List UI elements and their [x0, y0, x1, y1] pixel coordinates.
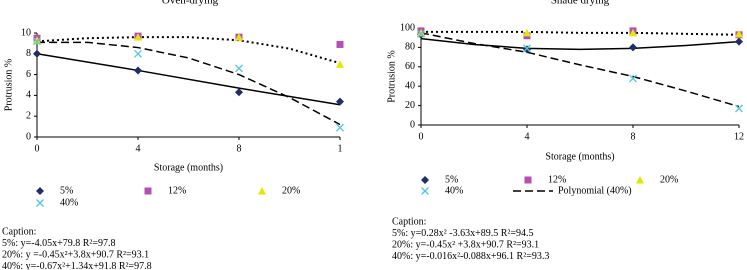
x-tick-label: 0: [419, 131, 424, 142]
caption-heading: Caption:: [392, 216, 426, 227]
y-tick-label: 60: [405, 61, 415, 72]
y-tick-label: 0: [26, 131, 31, 142]
point: [235, 64, 243, 73]
legend-swatch: [636, 176, 644, 184]
legend-swatch: [144, 187, 152, 195]
caption-heading: Caption:: [2, 226, 36, 237]
caption-line: 40%: y=-0.67x²+1.34x+91.8 R²=97.8: [2, 261, 152, 270]
x-tick-label: 4: [525, 131, 530, 142]
point: [629, 43, 637, 52]
chart-title: Oven-drying: [162, 0, 219, 7]
x-tick-label: 8: [237, 143, 242, 154]
point: [735, 104, 743, 113]
y-axis-label: Protrusion %: [3, 59, 14, 112]
trendline: [37, 41, 341, 126]
y-tick-label: 100: [400, 22, 415, 33]
y-tick-label: 2: [26, 110, 31, 121]
point: [629, 74, 637, 83]
legend-swatch: [36, 187, 44, 195]
point: [336, 97, 344, 106]
point: [523, 44, 531, 53]
x-tick-label: 1: [338, 143, 343, 154]
legend-swatch: [258, 187, 266, 195]
legend-swatch: [36, 199, 44, 207]
caption-line: 20%: y=-0.45x² +3.8x+90.7 R²=93.1: [392, 239, 539, 250]
point: [235, 88, 243, 97]
x-tick-label: 4: [136, 143, 141, 154]
legend-swatch: [421, 187, 429, 195]
point: [134, 66, 142, 75]
legend-label: 20%: [282, 185, 300, 196]
legend-label: 12%: [168, 185, 186, 196]
legend-label: 20%: [660, 174, 678, 185]
point: [629, 28, 637, 37]
y-tick-label: 8: [26, 48, 31, 59]
y-tick-label: 6: [26, 69, 31, 80]
caption-line: 5%: y=-4.05x+79.8 R²=97.8: [2, 238, 116, 249]
caption-line: 20%: y =-0.45x²+3.8x+90.7 R²=93.1: [2, 249, 149, 260]
x-tick-label: 12: [734, 131, 744, 142]
trendline: [420, 32, 740, 108]
x-axis-label: Storage (months): [154, 162, 223, 173]
point: [134, 49, 142, 58]
y-tick-label: 20: [405, 100, 415, 111]
legend-swatch: [421, 176, 429, 184]
y-tick-label: 40: [405, 80, 415, 91]
legend-swatch: [524, 176, 532, 184]
point: [235, 33, 243, 41]
point: [735, 29, 743, 38]
chart-title: Shade drying: [551, 0, 610, 7]
y-axis-label: Protrusion %: [386, 50, 397, 103]
legend-label: 40%: [445, 185, 463, 196]
caption-line: 40%: y=-0.016x²-0.088x+96.1 R²=93.3: [392, 251, 549, 262]
legend-label: 5%: [445, 174, 458, 185]
trendline: [420, 37, 740, 51]
y-tick-label: 10: [21, 27, 31, 38]
point: [523, 28, 531, 37]
legend-label: 5%: [60, 185, 73, 196]
legend-label: 40%: [60, 197, 78, 208]
point: [523, 45, 531, 54]
legend-label: 12%: [548, 174, 566, 185]
y-tick-label: 4: [26, 90, 31, 101]
trendline: [421, 30, 740, 36]
point: [336, 40, 344, 48]
point: [134, 33, 142, 41]
x-tick-label: 8: [631, 131, 636, 142]
legend-label: Polynomial (40%): [558, 185, 632, 196]
point: [336, 123, 344, 132]
point: [336, 60, 344, 68]
y-tick-label: 80: [405, 42, 415, 53]
point: [33, 49, 41, 58]
y-tick-label: 0: [410, 119, 415, 130]
point: [417, 29, 425, 38]
caption-line: 5%: y=0.28x² -3.63x+89.5 R²=94.5: [392, 228, 534, 239]
x-axis-label: Storage (months): [545, 151, 614, 162]
point: [33, 36, 41, 44]
point: [735, 37, 743, 46]
trendline: [36, 53, 341, 106]
trendline: [36, 36, 341, 65]
x-tick-label: 0: [35, 143, 40, 154]
point: [417, 28, 425, 37]
point: [33, 37, 41, 46]
